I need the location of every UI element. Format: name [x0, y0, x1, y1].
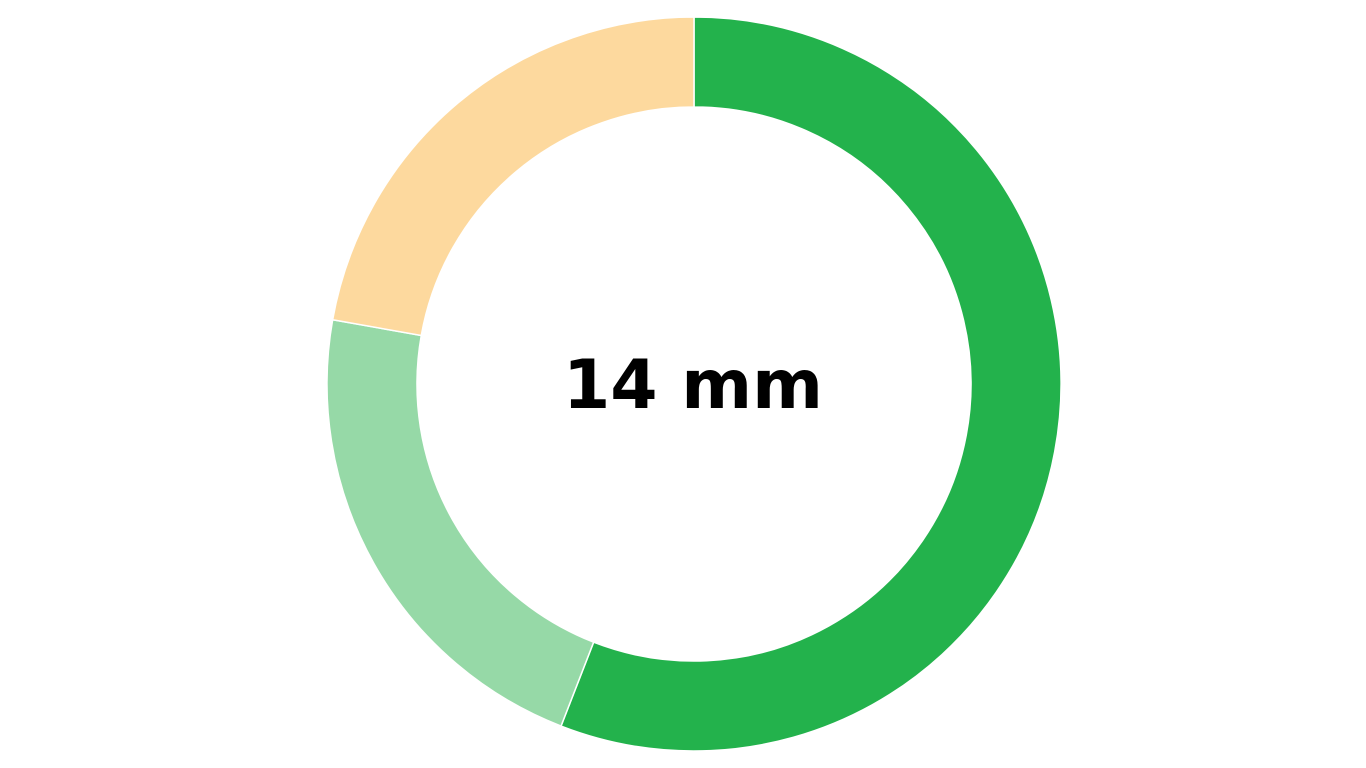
donut-slice-1 — [560, 16, 1062, 752]
donut-slice-3 — [331, 16, 695, 337]
center-value-label: 14 mm — [562, 345, 823, 425]
